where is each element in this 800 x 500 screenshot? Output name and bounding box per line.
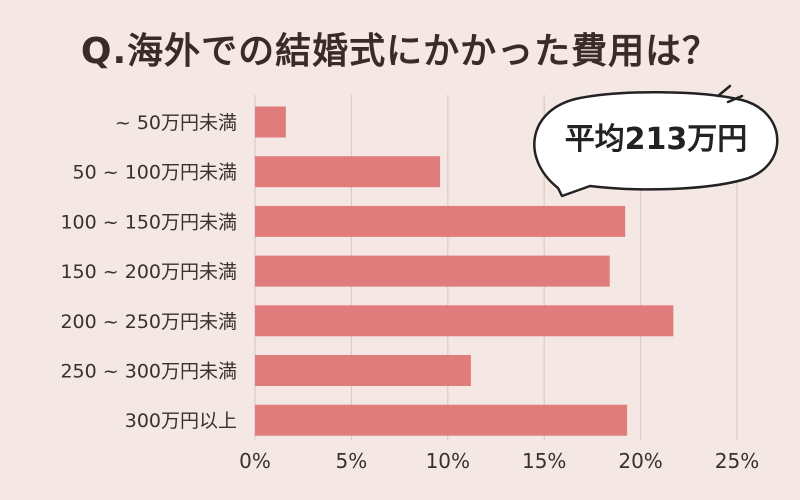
x-axis-tick-labels: 0% 5% 10% 15% 20% 25%: [239, 449, 759, 473]
bubble-accent-line: [716, 84, 732, 98]
category-labels: ~ 50万円未満 50 ~ 100万円未満 100 ~ 150万円未満 150 ~ 2…: [60, 112, 237, 432]
category-label: 50 ~ 100万円未満: [73, 162, 237, 184]
category-label: 100 ~ 150万円未満: [60, 211, 237, 233]
chart-title: Q.海外での結婚式にかかった費用は？: [80, 31, 720, 72]
bar: [255, 205, 626, 237]
average-speech-bubble: [533, 90, 779, 198]
bars: [255, 106, 674, 436]
category-label: 250 ~ 300万円未満: [60, 361, 237, 383]
bar: [255, 156, 441, 188]
category-label: 150 ~ 200万円未満: [60, 261, 237, 283]
x-tick-label: 0%: [239, 449, 271, 473]
x-tick-label: 15%: [522, 449, 566, 473]
bar: [255, 404, 628, 436]
x-tick-label: 25%: [715, 449, 759, 473]
bar: [255, 355, 471, 386]
category-label: ~ 50万円未満: [115, 112, 237, 134]
bar: [255, 255, 610, 287]
average-annotation: 平均213万円: [564, 122, 748, 157]
category-label: 300万円以上: [125, 410, 237, 432]
category-label: 200 ~ 250万円未満: [60, 311, 237, 333]
x-tick-label: 10%: [426, 449, 470, 473]
bar: [255, 106, 286, 138]
x-tick-label: 5%: [336, 449, 368, 473]
bar: [255, 305, 674, 337]
bubble-accent-line-2: [726, 94, 744, 104]
x-tick-label: 20%: [618, 449, 662, 473]
